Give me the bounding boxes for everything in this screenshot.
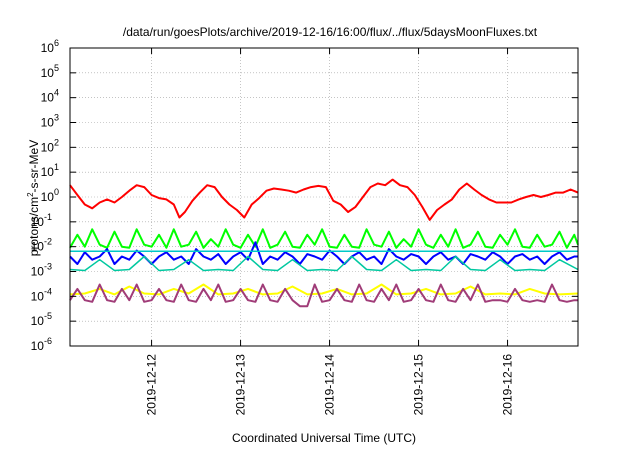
x-tick-label: 2019-12-13 [234,354,248,416]
x-tick-label: 2019-12-14 [323,354,337,416]
chart-title: /data/run/goesPlots/archive/2019-12-16/1… [123,25,538,39]
x-tick-labels: 2019-12-12 2019-12-13 2019-12-14 2019-12-15… [145,354,515,416]
y-tick-label: 101 [41,162,59,179]
x-axis-label: Coordinated Universal Time (UTC) [232,431,416,445]
y-tick-label: 103 [41,113,59,130]
series-line-7 [69,283,578,308]
y-tick-label: 106 [41,38,59,55]
series-line-3 [69,241,578,265]
series-layer [69,178,579,308]
plot-frame [69,47,579,347]
y-tick-label: 10-4 [31,286,52,303]
y-tick-label: 102 [41,137,59,154]
y-tick-label: 104 [41,88,59,105]
y-tick-label: 105 [41,63,59,80]
series-line-5 [69,255,579,272]
y-tick-label: 10-3 [31,262,52,279]
x-tick-label: 2019-12-12 [145,354,159,416]
y-tick-labels: 10-6 10-5 10-4 10-3 10-2 10-1 100 101 102 103 104 1… [31,38,59,353]
y-tick-label: 10-6 [31,336,52,353]
series-line-2 [69,228,579,249]
series-line-6 [69,283,579,296]
y-tick-label: 10-5 [31,311,52,328]
frame-layer [69,47,579,347]
series-line-1 [69,178,579,221]
x-tick-label: 2019-12-16 [501,354,515,416]
y-axis-label: protons/cm2-s-sr-MeV [26,140,41,256]
y-tick-label: 10-2 [31,237,52,254]
x-tick-label: 2019-12-15 [412,354,426,416]
y-tick-label: 10-1 [31,212,52,229]
y-tick-label: 100 [41,187,59,204]
